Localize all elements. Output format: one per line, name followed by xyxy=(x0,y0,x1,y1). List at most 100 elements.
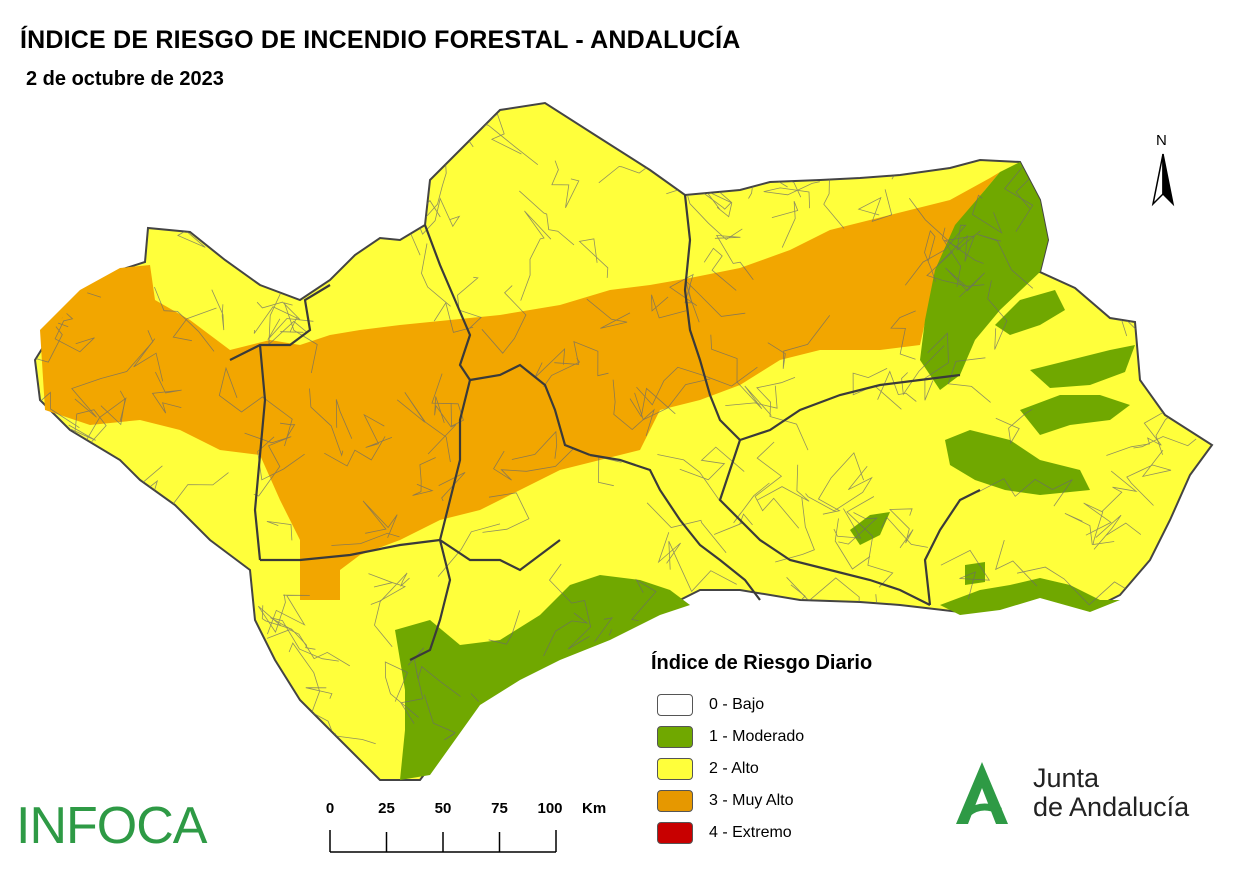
municipality-boundary xyxy=(186,193,226,235)
municipality-boundary xyxy=(218,366,293,447)
municipality-boundary xyxy=(652,106,683,134)
junta-logo-text: Junta de Andalucía xyxy=(1033,764,1189,822)
municipality-boundary xyxy=(852,368,902,410)
municipality-boundary xyxy=(995,408,1033,445)
municipality-boundary xyxy=(1180,574,1208,614)
municipality-boundary xyxy=(877,370,917,402)
municipality-boundary xyxy=(1126,450,1172,506)
legend-item: 1 - Moderado xyxy=(651,721,872,753)
municipality-boundary xyxy=(57,452,125,511)
municipality-boundary xyxy=(216,115,257,149)
municipality-boundary xyxy=(431,373,464,427)
municipality-boundary xyxy=(636,366,758,406)
municipality-boundary xyxy=(207,134,238,159)
municipality-boundary xyxy=(138,109,217,144)
municipality-boundary xyxy=(172,307,217,342)
municipality-boundary xyxy=(1090,198,1122,246)
municipality-boundary xyxy=(668,541,737,593)
municipality-boundary xyxy=(114,178,142,217)
region-moderado-patch-3 xyxy=(1030,345,1135,388)
municipality-boundary xyxy=(629,387,676,418)
municipality-boundary xyxy=(519,190,575,246)
municipality-boundary xyxy=(937,234,976,266)
municipality-boundary xyxy=(1083,502,1115,545)
municipality-boundary xyxy=(857,189,893,222)
municipality-boundary xyxy=(71,330,154,418)
municipality-boundary xyxy=(335,399,353,439)
legend-item: 0 - Bajo xyxy=(651,689,872,721)
municipality-boundary xyxy=(534,347,566,378)
scale-tick-label: 75 xyxy=(491,800,508,817)
legend-label: 0 - Bajo xyxy=(709,696,765,713)
region-muy-alto xyxy=(40,172,1000,600)
municipality-boundary xyxy=(421,243,451,307)
municipality-boundary xyxy=(267,594,310,635)
municipality-boundary xyxy=(870,126,908,180)
municipality-boundary xyxy=(457,276,482,329)
legend-label: 1 - Moderado xyxy=(709,728,805,745)
region-moderado-coast xyxy=(940,578,1120,615)
municipality-boundary xyxy=(266,226,309,255)
municipality-boundary xyxy=(374,572,410,648)
municipality-boundary xyxy=(362,500,398,538)
municipality-boundary xyxy=(465,103,522,155)
municipality-boundary xyxy=(211,289,225,331)
legend-swatch xyxy=(657,758,693,780)
municipality-boundary xyxy=(493,448,575,481)
municipality-boundary xyxy=(83,397,127,445)
region-moderado-patch-4 xyxy=(995,290,1065,335)
municipality-boundary xyxy=(303,745,336,775)
municipality-boundary xyxy=(165,676,242,720)
municipality-boundary xyxy=(253,301,301,334)
municipality-boundary xyxy=(433,301,474,333)
municipality-boundary xyxy=(754,441,800,529)
municipality-boundary xyxy=(823,168,845,229)
municipality-boundary xyxy=(58,614,115,649)
municipality-boundary xyxy=(1156,566,1210,616)
municipality-boundary xyxy=(713,605,763,634)
municipality-boundary xyxy=(363,413,393,448)
municipality-boundary xyxy=(1091,629,1148,673)
municipality-boundary xyxy=(771,201,799,248)
municipality-boundary xyxy=(669,273,698,307)
municipality-boundary xyxy=(324,436,386,467)
junta-logo-line1: Junta xyxy=(1033,763,1100,793)
municipality-boundary xyxy=(1010,666,1054,723)
legend-swatch xyxy=(657,726,693,748)
municipality-boundary xyxy=(116,523,163,559)
municipality-boundary xyxy=(437,523,501,577)
municipality-boundary xyxy=(889,622,916,647)
municipality-boundary xyxy=(320,136,375,183)
municipality-boundary xyxy=(255,699,279,767)
legend-label: 3 - Muy Alto xyxy=(709,792,794,809)
municipality-boundary xyxy=(396,392,451,463)
municipality-boundary xyxy=(779,616,822,648)
legend-item: 4 - Extremo xyxy=(651,817,872,849)
municipality-boundary xyxy=(154,286,215,352)
municipality-boundary xyxy=(1180,504,1211,552)
municipality-boundary xyxy=(1126,203,1140,222)
municipality-boundary xyxy=(165,183,217,216)
municipality-boundary xyxy=(133,338,164,382)
municipality-boundary xyxy=(646,502,727,554)
region-moderado-patch-2 xyxy=(1020,395,1130,435)
municipality-boundary xyxy=(1107,271,1152,323)
municipality-boundary xyxy=(120,174,154,203)
municipality-boundary xyxy=(247,103,311,159)
municipality-boundary xyxy=(833,508,862,539)
municipality-boundary xyxy=(212,624,244,648)
municipality-boundary xyxy=(713,513,753,535)
municipality-boundary xyxy=(267,318,314,340)
scale-bar: 0 25 50 75 100 Km xyxy=(318,800,618,860)
municipality-boundary xyxy=(543,357,581,388)
province-boundaries xyxy=(229,194,981,661)
municipality-boundary xyxy=(756,377,809,451)
municipality-boundary xyxy=(597,456,622,487)
municipality-boundary xyxy=(889,508,914,549)
municipality-boundary xyxy=(940,549,991,600)
municipality-boundary xyxy=(1003,158,1034,232)
municipality-boundary xyxy=(805,466,873,512)
municipality-boundary xyxy=(767,315,831,369)
legend-title: Índice de Riesgo Diario xyxy=(651,652,873,674)
municipality-boundary xyxy=(904,224,981,286)
